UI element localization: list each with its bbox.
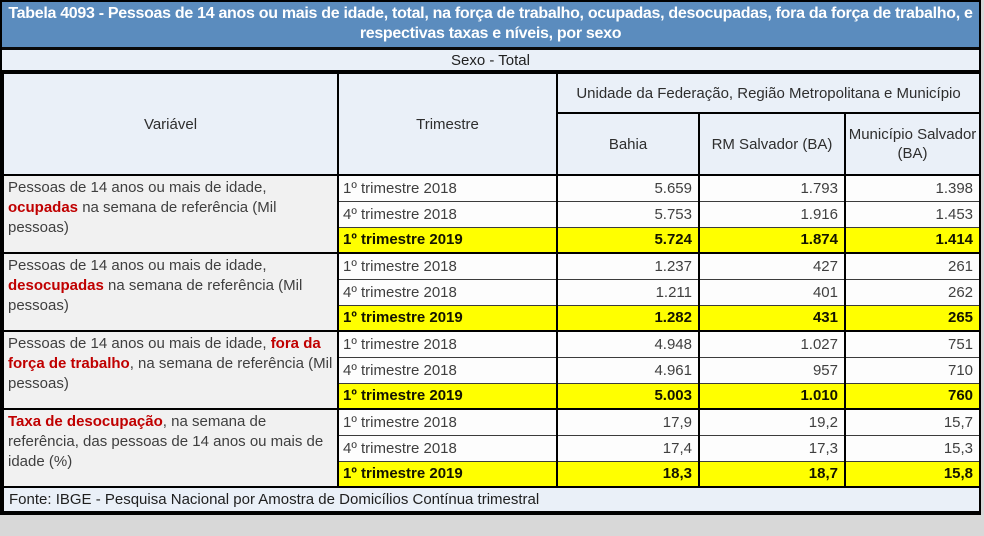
trimestre-cell: 4º trimestre 2018	[337, 356, 558, 384]
value-cell: 15,7	[843, 408, 982, 436]
table-row: 4º trimestre 2018 1.211 401 262	[3, 278, 982, 306]
table-row: 4º trimestre 2018 17,4 17,3 15,3	[3, 434, 982, 462]
trimestre-cell: 1º trimestre 2018	[337, 174, 558, 202]
variable-cell: Pessoas de 14 anos ou mais de idade, des…	[2, 252, 339, 332]
value-cell: 1.793	[698, 174, 846, 202]
value-cell: 4.961	[556, 356, 700, 384]
value-cell: 1.398	[843, 174, 982, 202]
trimestre-cell: 1º trimestre 2018	[337, 252, 558, 280]
table-row: Pessoas de 14 anos ou mais de idade, des…	[2, 252, 982, 332]
trimestre-cell: 1º trimestre 2019	[337, 304, 558, 332]
value-cell: 957	[698, 356, 846, 384]
value-cell: 1.237	[556, 252, 700, 280]
variable-text: na semana de referência (Mil pessoas)	[8, 199, 277, 236]
source-note: Fonte: IBGE - Pesquisa Nacional por Amos…	[1, 486, 982, 513]
variable-text: na semana de referência (Mil pessoas)	[8, 277, 303, 314]
header-municipio-salvador: Município Salvador (BA)	[843, 112, 982, 176]
value-cell: 401	[698, 278, 846, 306]
value-cell: 431	[698, 304, 846, 332]
value-cell: 1.874	[698, 226, 846, 254]
value-cell: 4.948	[556, 330, 700, 358]
value-cell: 1.027	[698, 330, 846, 358]
value-cell: 5.753	[556, 200, 700, 228]
value-cell: 5.659	[556, 174, 700, 202]
trimestre-cell: 1º trimestre 2019	[337, 382, 558, 410]
value-cell: 5.003	[556, 382, 700, 410]
table-row: 1º trimestre 2019 5.003 1.010 760	[3, 382, 982, 410]
header-trimestre: Trimestre	[337, 72, 558, 176]
variable-highlighted-term: Taxa de desocupação	[8, 413, 163, 430]
variable-highlighted-term: ocupadas	[8, 199, 79, 216]
value-cell: 265	[843, 304, 982, 332]
table-row: 4º trimestre 2018 4.961 957 710	[3, 356, 982, 384]
trimestre-cell: 1º trimestre 2019	[337, 460, 558, 488]
variable-text: , na semana de referência (Mil pessoas)	[8, 355, 333, 392]
variable-text: Pessoas de 14 anos ou mais de idade,	[8, 179, 267, 196]
value-cell: 261	[843, 252, 982, 280]
value-cell: 17,3	[698, 434, 846, 462]
table-title: Tabela 4093 - Pessoas de 14 anos ou mais…	[2, 2, 979, 50]
trimestre-cell: 4º trimestre 2018	[337, 278, 558, 306]
header-rm-salvador: RM Salvador (BA)	[698, 112, 846, 176]
value-cell: 5.724	[556, 226, 700, 254]
table-row: 1º trimestre 2019 5.724 1.874 1.414	[3, 226, 982, 254]
table-row: Pessoas de 14 anos ou mais de idade, ocu…	[2, 174, 982, 254]
table-row: Pessoas de 14 anos ou mais de idade, for…	[2, 330, 982, 410]
value-cell: 18,3	[556, 460, 700, 488]
value-cell: 1.010	[698, 382, 846, 410]
variable-cell: Pessoas de 14 anos ou mais de idade, ocu…	[2, 174, 339, 254]
table-row: 4º trimestre 2018 5.753 1.916 1.453	[3, 200, 982, 228]
variable-highlighted-term: desocupadas	[8, 277, 104, 294]
variable-highlighted-term: fora da força de trabalho	[8, 335, 321, 372]
value-cell: 19,2	[698, 408, 846, 436]
header-region-group: Unidade da Federação, Região Metropolita…	[555, 72, 982, 114]
variable-text: Pessoas de 14 anos ou mais de idade,	[8, 335, 271, 352]
value-cell: 427	[698, 252, 846, 280]
value-cell: 1.414	[843, 226, 982, 254]
value-cell: 17,4	[556, 434, 700, 462]
trimestre-cell: 4º trimestre 2018	[337, 434, 558, 462]
data-table: Variável Trimestre Unidade da Federação,…	[1, 72, 982, 513]
header-variavel: Variável	[2, 72, 339, 176]
value-cell: 262	[843, 278, 982, 306]
table-row: 1º trimestre 2019 1.282 431 265	[3, 304, 982, 332]
table-row: 1º trimestre 2019 18,3 18,7 15,8	[3, 460, 982, 488]
value-cell: 1.211	[556, 278, 700, 306]
sexo-total-subtitle: Sexo - Total	[2, 50, 979, 72]
table-row: Taxa de desocupação, na semana de referê…	[2, 408, 982, 488]
value-cell: 1.453	[843, 200, 982, 228]
variable-cell: Pessoas de 14 anos ou mais de idade, for…	[2, 330, 339, 410]
value-cell: 751	[843, 330, 982, 358]
variable-cell: Taxa de desocupação, na semana de referê…	[2, 408, 339, 488]
trimestre-cell: 4º trimestre 2018	[337, 200, 558, 228]
value-cell: 760	[843, 382, 982, 410]
value-cell: 710	[843, 356, 982, 384]
table-body: Pessoas de 14 anos ou mais de idade, ocu…	[2, 174, 982, 488]
value-cell: 15,8	[843, 460, 982, 488]
value-cell: 18,7	[698, 460, 846, 488]
value-cell: 15,3	[843, 434, 982, 462]
trimestre-cell: 1º trimestre 2018	[337, 330, 558, 358]
trimestre-cell: 1º trimestre 2019	[337, 226, 558, 254]
table-header: Variável Trimestre Unidade da Federação,…	[2, 72, 982, 176]
value-cell: 1.282	[556, 304, 700, 332]
table-footer: Fonte: IBGE - Pesquisa Nacional por Amos…	[1, 486, 982, 513]
value-cell: 17,9	[556, 408, 700, 436]
trimestre-cell: 1º trimestre 2018	[337, 408, 558, 436]
header-bahia: Bahia	[556, 112, 700, 176]
variable-text: , na semana de referência, das pessoas d…	[8, 413, 324, 470]
value-cell: 1.916	[698, 200, 846, 228]
table-container: Tabela 4093 - Pessoas de 14 anos ou mais…	[0, 0, 982, 515]
variable-text: Pessoas de 14 anos ou mais de idade,	[8, 257, 267, 274]
